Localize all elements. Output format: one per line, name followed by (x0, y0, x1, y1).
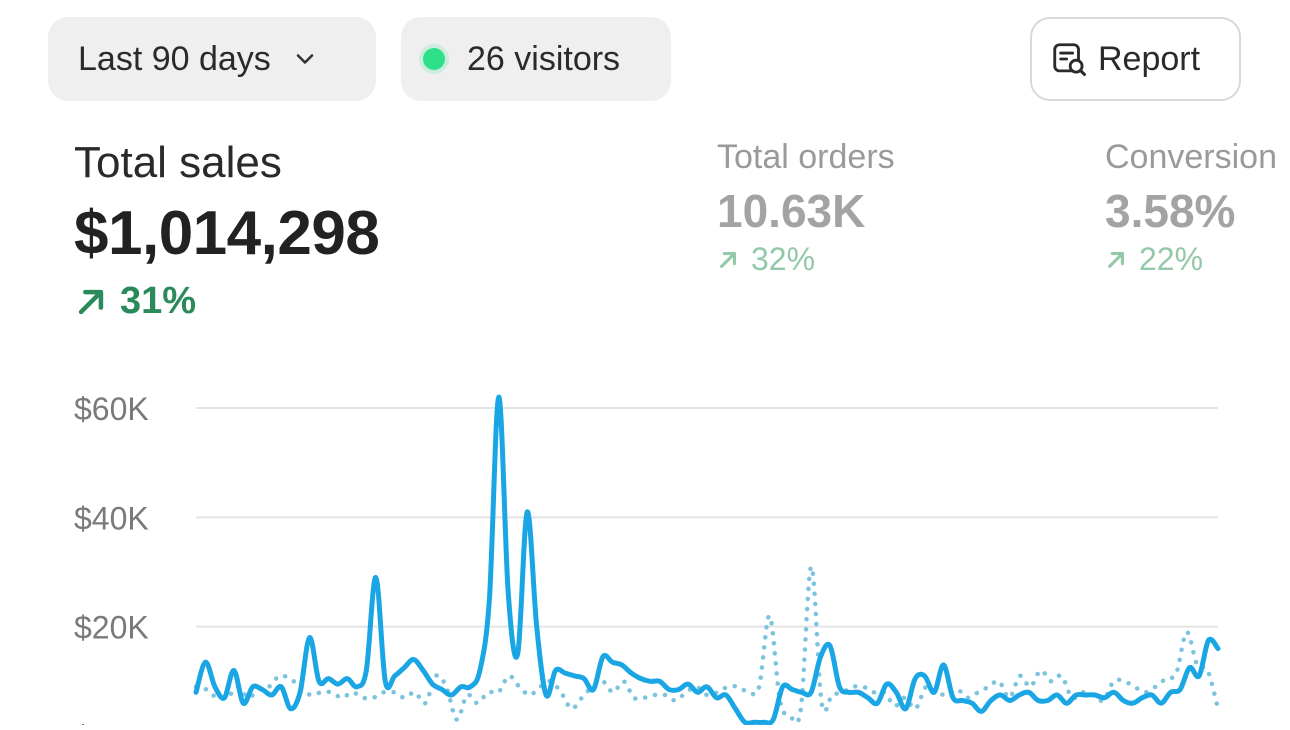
date-range-label: Last 90 days (78, 39, 271, 78)
arrow-up-right-icon (720, 251, 736, 268)
total-sales-label: Total sales (74, 138, 282, 187)
arrow-up-right-icon (78, 289, 104, 314)
report-button-label: Report (1098, 39, 1201, 78)
y-tick-label: $40K (74, 500, 149, 536)
y-tick-label: $60K (74, 391, 149, 427)
total-orders-change-value: 32% (751, 241, 816, 277)
y-tick-label: $0 (74, 719, 110, 725)
total-orders-change: 32% (717, 241, 895, 278)
y-tick-label: $20K (74, 610, 149, 646)
total-sales-change: 31% (74, 280, 379, 323)
sales-chart[interactable]: $60K $40K $20K $0 (0, 380, 1290, 730)
total-sales-value: $1,014,298 (74, 199, 380, 268)
report-button[interactable]: Report (1030, 17, 1241, 101)
chevron-down-icon (296, 54, 314, 64)
conversion-label: Conversion (1105, 138, 1277, 176)
arrow-up-right-icon (1108, 251, 1124, 268)
total-orders-metric[interactable]: Total orders 10.63K 32% (717, 137, 895, 278)
total-sales-change-value: 31% (120, 280, 197, 322)
live-visitors-label: 26 visitors (467, 39, 621, 78)
total-orders-label: Total orders (717, 138, 895, 176)
live-status-dot-icon (423, 48, 445, 70)
sales-chart-svg: $60K $40K $20K $0 (74, 391, 1221, 730)
conversion-metric[interactable]: Conversion 3.58% 22% (1105, 137, 1277, 278)
previous-period-series-line (193, 564, 1221, 725)
report-search-icon (1053, 43, 1086, 76)
current-period-series-line (193, 394, 1221, 726)
conversion-value: 3.58% (1105, 185, 1236, 237)
total-orders-value: 10.63K (717, 185, 866, 237)
live-visitors-badge[interactable]: 26 visitors (401, 17, 671, 101)
total-sales-metric[interactable]: Total sales $1,014,298 31% (74, 138, 380, 323)
conversion-change: 22% (1105, 241, 1277, 278)
conversion-change-value: 22% (1139, 241, 1204, 277)
date-range-selector[interactable]: Last 90 days (48, 17, 376, 101)
